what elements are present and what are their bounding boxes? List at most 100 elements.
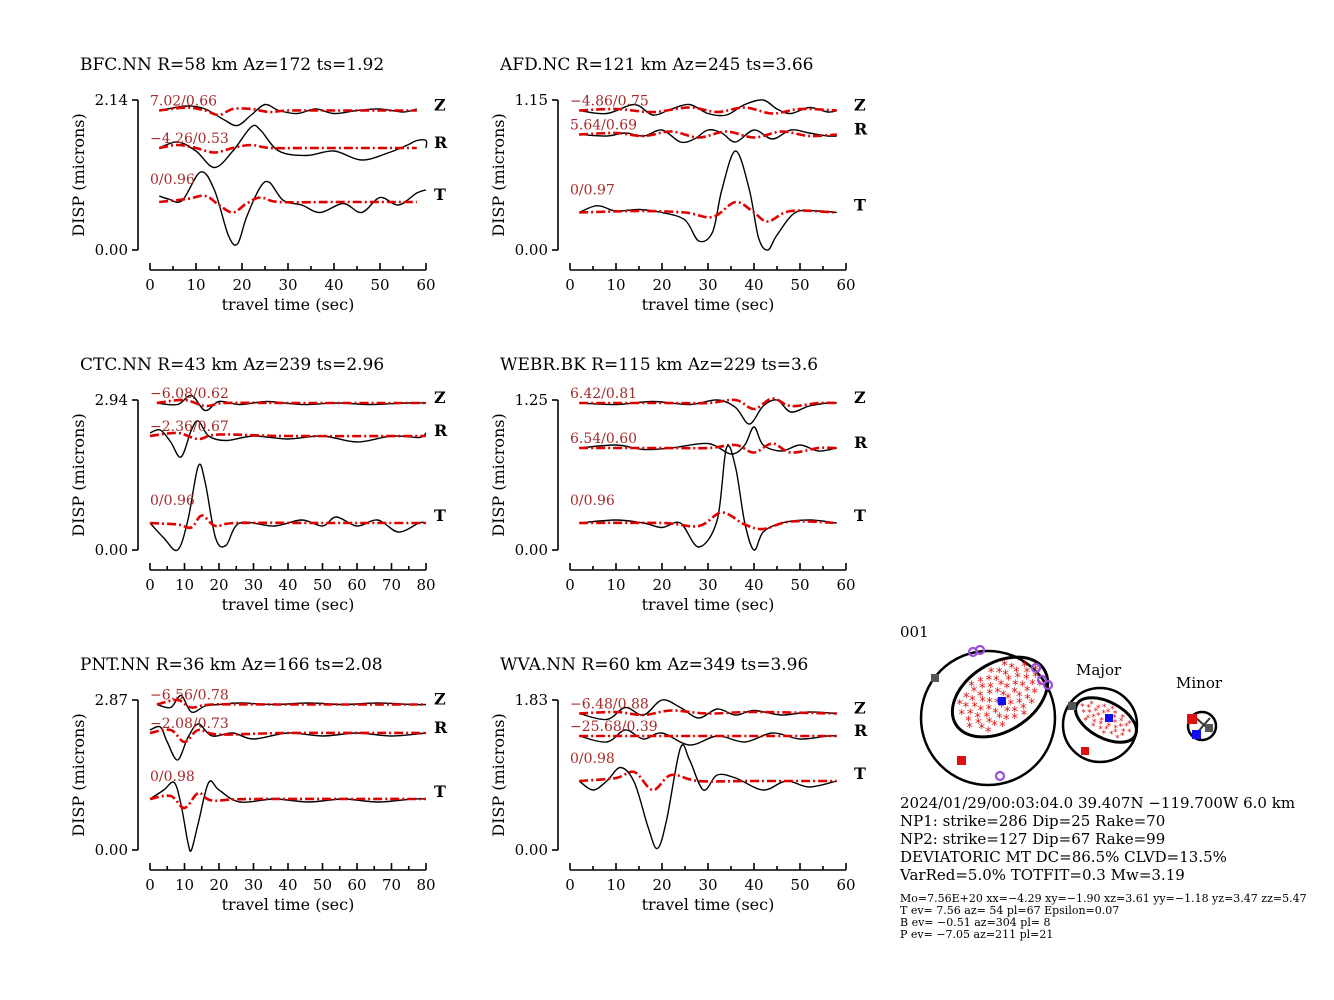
star-mark: * <box>994 696 1001 711</box>
component-label: R <box>434 133 448 152</box>
star-mark: * <box>969 694 976 709</box>
star-mark: * <box>1107 718 1112 728</box>
x-axis-label: travel time (sec) <box>222 595 355 614</box>
star-mark: * <box>1032 671 1039 686</box>
star-mark: * <box>1083 717 1088 727</box>
y-axis-label: DISP (microns) <box>489 713 508 837</box>
fit-label: 7.02/0.66 <box>150 94 217 110</box>
star-mark: * <box>967 708 974 723</box>
x-tick-label: 30 <box>698 576 717 594</box>
event-line-2: NP2: strike=127 Dip=67 Rake=99 <box>900 830 1165 848</box>
x-tick-label: 50 <box>313 576 332 594</box>
star-mark: * <box>1115 734 1120 744</box>
star-mark: * <box>1119 717 1124 727</box>
star-mark: * <box>1119 723 1124 733</box>
y-tick-label: 0.00 <box>95 541 128 559</box>
y-tick-label: 0.00 <box>95 241 128 259</box>
trace-synthetic-Z <box>579 709 837 717</box>
component-label: Z <box>854 388 866 407</box>
star-mark: * <box>1107 722 1112 732</box>
x-tick-label: 20 <box>652 276 671 294</box>
trace-observed-T <box>578 743 837 850</box>
y-axis-label: DISP (microns) <box>489 113 508 237</box>
x-tick-label: 40 <box>278 576 297 594</box>
star-mark: * <box>1127 720 1132 730</box>
star-mark: * <box>1024 685 1031 700</box>
star-mark: * <box>975 717 982 732</box>
x-tick-label: 10 <box>606 276 625 294</box>
x-axis-label: travel time (sec) <box>222 295 355 314</box>
star-mark: * <box>963 701 970 716</box>
x-tick-label: 0 <box>565 276 575 294</box>
star-mark: * <box>984 711 991 726</box>
star-mark: * <box>1092 718 1097 728</box>
x-tick-label: 20 <box>232 276 251 294</box>
star-mark: * <box>1021 660 1028 675</box>
fit-label: −4.26/0.53 <box>150 131 229 147</box>
star-mark: * <box>1113 710 1118 720</box>
x-tick-label: 80 <box>416 576 435 594</box>
star-mark: * <box>1096 704 1101 714</box>
x-axis-label: travel time (sec) <box>642 895 775 914</box>
trace-observed-T <box>149 463 427 552</box>
y-tick-label: 2.87 <box>95 691 128 709</box>
fit-label: 0/0.98 <box>150 769 195 785</box>
star-mark: * <box>986 703 993 718</box>
component-label: Z <box>434 96 446 115</box>
x-tick-label: 80 <box>416 876 435 894</box>
component-label: T <box>854 506 866 525</box>
x-tick-label: 20 <box>652 876 671 894</box>
star-mark: * <box>1021 709 1028 724</box>
trace-synthetic-Z <box>156 698 426 709</box>
fit-label: −2.08/0.73 <box>150 716 229 732</box>
star-mark: * <box>1110 705 1115 715</box>
star-mark: * <box>1127 728 1132 738</box>
x-tick-label: 50 <box>313 876 332 894</box>
star-mark: * <box>996 711 1003 726</box>
beachball-full-stars: *** ***** ********************* ***********… <box>956 659 1043 740</box>
x-tick-label: 60 <box>836 276 855 294</box>
x-tick-label: 10 <box>175 876 194 894</box>
star-mark: * <box>1098 725 1103 735</box>
event-small-3: P ev= −7.05 az=211 pl=21 <box>900 928 1053 941</box>
star-mark: * <box>1091 713 1096 723</box>
fit-label: −2.36/0.67 <box>150 419 229 435</box>
star-mark: * <box>1000 689 1007 704</box>
y-tick-label: 1.15 <box>515 91 548 109</box>
star-mark: * <box>1001 659 1008 674</box>
fit-label: −25.68/0.39 <box>570 719 658 735</box>
star-mark: * <box>1086 714 1091 724</box>
star-mark: * <box>1090 700 1095 710</box>
station-markers <box>967 644 1054 782</box>
x-axis-label: travel time (sec) <box>642 595 775 614</box>
x-tick-label: 30 <box>244 576 263 594</box>
x-tick-label: 30 <box>698 876 717 894</box>
trace-synthetic-T <box>579 200 837 223</box>
trace-observed-R <box>579 729 837 746</box>
panel-5: WVA.NN R=60 km Az=349 ts=3.96 1.83 0.00 DIS… <box>489 655 868 914</box>
x-tick-label: 0 <box>145 276 155 294</box>
fit-label: 0/0.96 <box>570 493 615 509</box>
x-tick-label: 60 <box>347 576 366 594</box>
beachball-minor <box>1186 710 1218 742</box>
star-mark: * <box>995 686 1002 701</box>
star-mark: * <box>1112 714 1117 724</box>
trace-synthetic-Z <box>579 397 837 411</box>
star-mark: * <box>1121 714 1126 724</box>
x-tick-label: 30 <box>278 276 297 294</box>
x-tick-label: 20 <box>652 576 671 594</box>
trace-observed-T <box>149 780 427 852</box>
x-tick-label: 50 <box>790 276 809 294</box>
x-tick-label: 0 <box>565 576 575 594</box>
x-tick-label: 10 <box>606 876 625 894</box>
trace-synthetic-T <box>579 511 837 531</box>
star-mark: * <box>1024 693 1031 708</box>
panel-2: CTC.NN R=43 km Az=239 ts=2.96 2.94 0.00 DIS… <box>69 355 448 614</box>
x-tick-label: 50 <box>790 576 809 594</box>
star-mark: * <box>956 698 963 713</box>
x-tick-label: 60 <box>347 876 366 894</box>
panel-3: WEBR.BK R=115 km Az=229 ts=3.6 1.25 0.00 DI… <box>489 355 868 614</box>
fit-label: 6.54/0.60 <box>570 431 637 447</box>
star-mark: * <box>1011 686 1018 701</box>
